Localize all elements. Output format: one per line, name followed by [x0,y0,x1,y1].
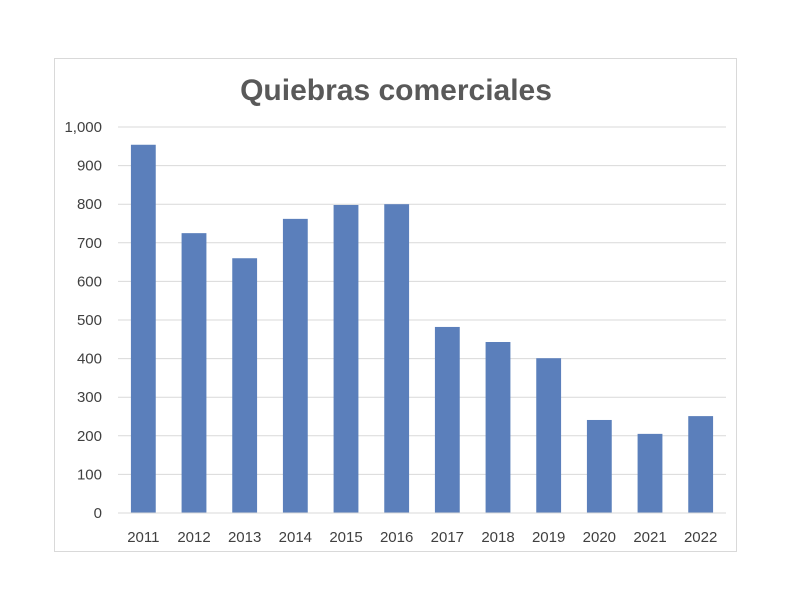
y-tick-label: 500 [77,312,102,329]
y-tick-label: 400 [77,351,102,368]
y-tick-label: 900 [77,158,102,175]
y-tick-label: 0 [94,505,102,522]
y-axis-ticks: 0 100 200 300 400 500 600 700 800 900 1,000 [64,119,102,522]
x-tick-label: 2012 [177,529,210,546]
y-tick-label: 200 [77,428,102,445]
bar-2015 [333,204,359,514]
y-tick-label: 1,000 [64,119,102,136]
bar-2019 [536,358,562,513]
x-tick-label: 2011 [127,529,159,546]
x-tick-label: 2015 [329,529,362,546]
x-tick-label: 2014 [279,529,312,546]
x-tick-label: 2019 [532,529,565,546]
x-axis-ticks: 2011 2012 2013 2014 2015 2016 2017 2018 2019 2020… [127,529,717,546]
bar-2020 [586,419,612,513]
y-tick-label: 800 [77,196,102,213]
bar-2011 [130,144,156,514]
y-tick-label: 600 [77,273,102,290]
x-tick-label: 2021 [633,529,666,546]
x-tick-label: 2022 [684,529,717,546]
x-tick-label: 2020 [583,529,616,546]
bar-2022 [688,416,714,513]
bar-2014 [282,218,308,514]
x-tick-label: 2018 [481,529,514,546]
x-tick-label: 2016 [380,529,413,546]
bar-2016 [384,204,410,513]
y-tick-label: 700 [77,235,102,252]
x-tick-label: 2017 [431,529,464,546]
y-tick-label: 100 [77,466,102,483]
chart-title: Quiebras comerciales [240,74,552,107]
y-tick-label: 300 [77,389,102,406]
bar-2018 [485,342,511,513]
bar-2013 [232,258,258,513]
bar-2017 [434,326,460,513]
bars [130,144,714,514]
gridlines [118,126,726,475]
x-tick-label: 2013 [228,529,261,546]
bar-2012 [181,233,207,513]
bar-2021 [637,433,663,513]
